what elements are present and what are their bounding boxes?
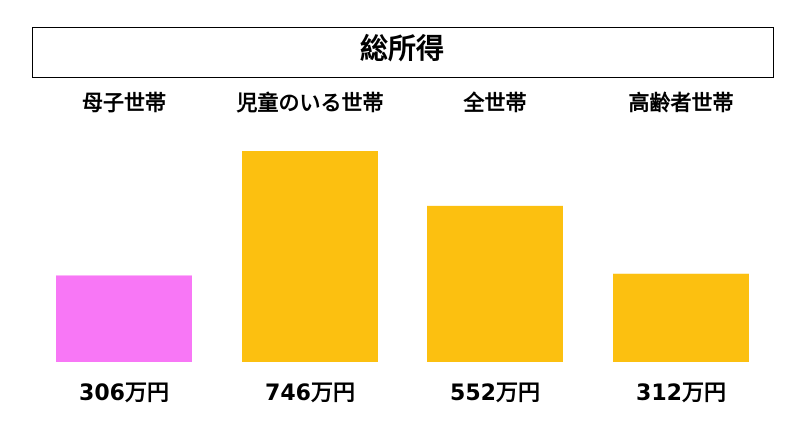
bar [613, 273, 749, 362]
category-label: 児童のいる世帯 [236, 91, 384, 115]
chart-title: 総所得 [360, 32, 444, 65]
value-label: 552万円 [450, 381, 540, 406]
bar [427, 205, 563, 362]
bar [242, 151, 378, 362]
category-label: 高齢者世帯 [629, 91, 734, 115]
title-box [32, 27, 774, 78]
value-label: 312万円 [636, 381, 726, 406]
bar [56, 275, 192, 362]
category-label: 母子世帯 [82, 91, 166, 115]
category-label: 全世帯 [463, 91, 527, 115]
value-label: 306万円 [79, 381, 169, 406]
value-label: 746万円 [265, 381, 355, 406]
